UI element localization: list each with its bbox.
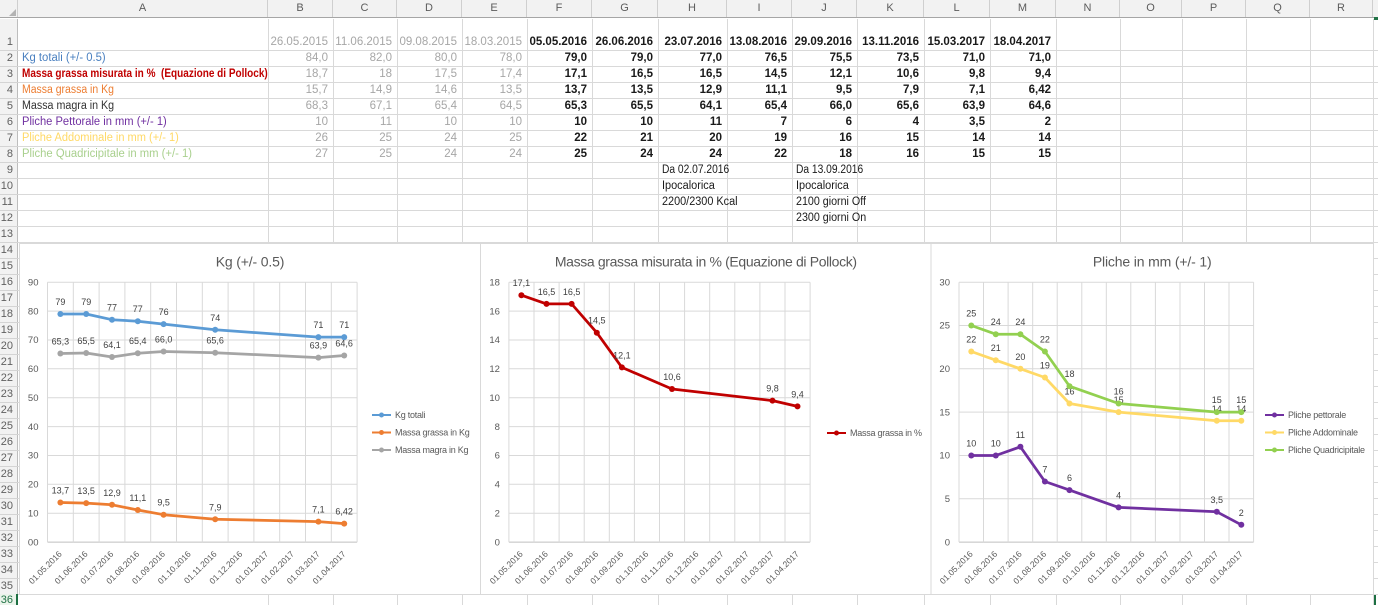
svg-text:77: 77 [107, 302, 117, 312]
svg-text:20: 20 [939, 364, 950, 375]
svg-text:20: 20 [1015, 351, 1025, 361]
svg-text:Massa grassa in %: Massa grassa in % [850, 428, 922, 438]
svg-text:7,1: 7,1 [312, 504, 325, 514]
svg-text:18: 18 [1064, 369, 1074, 379]
svg-text:30: 30 [939, 277, 950, 288]
svg-text:13,5: 13,5 [77, 486, 95, 496]
svg-text:65,3: 65,3 [52, 336, 70, 346]
svg-text:Massa magra in Kg: Massa magra in Kg [395, 445, 469, 455]
svg-text:4: 4 [1116, 490, 1121, 500]
svg-text:Kg (+/- 0.5): Kg (+/- 0.5) [216, 253, 285, 269]
svg-text:Pliche Quadricipitale: Pliche Quadricipitale [1288, 445, 1365, 455]
svg-text:30: 30 [28, 450, 39, 461]
svg-text:65,5: 65,5 [77, 336, 95, 346]
svg-text:15: 15 [939, 407, 950, 418]
svg-text:22: 22 [1040, 334, 1050, 344]
svg-text:16: 16 [1064, 386, 1074, 396]
svg-text:Pliche Addominale: Pliche Addominale [1288, 427, 1358, 437]
svg-text:10: 10 [966, 438, 976, 448]
svg-text:65,4: 65,4 [129, 336, 147, 346]
svg-text:60: 60 [28, 364, 39, 375]
svg-text:00: 00 [28, 537, 39, 548]
svg-text:14: 14 [1212, 403, 1222, 413]
svg-text:2: 2 [495, 508, 500, 519]
svg-text:63,9: 63,9 [310, 340, 328, 350]
svg-text:12,9: 12,9 [103, 487, 121, 497]
svg-text:14,5: 14,5 [588, 315, 606, 325]
svg-text:40: 40 [28, 421, 39, 432]
svg-text:22: 22 [966, 334, 976, 344]
svg-text:77: 77 [133, 304, 143, 314]
svg-text:Pliche in mm (+/- 1): Pliche in mm (+/- 1) [1093, 253, 1212, 269]
svg-text:0: 0 [945, 537, 950, 548]
svg-text:9,8: 9,8 [766, 383, 779, 393]
svg-text:18: 18 [489, 277, 500, 288]
svg-text:9,4: 9,4 [791, 389, 804, 399]
svg-text:11,1: 11,1 [129, 493, 146, 503]
svg-text:64,1: 64,1 [103, 340, 121, 350]
svg-text:25: 25 [966, 308, 976, 318]
svg-text:4: 4 [495, 479, 500, 490]
svg-text:10: 10 [991, 438, 1001, 448]
svg-text:16,5: 16,5 [538, 286, 556, 296]
svg-text:6: 6 [1067, 473, 1072, 483]
svg-text:17,1: 17,1 [513, 278, 531, 288]
svg-text:15: 15 [1236, 395, 1246, 405]
svg-text:7,9: 7,9 [209, 502, 222, 512]
svg-text:Massa grassa in Kg: Massa grassa in Kg [395, 427, 470, 437]
svg-text:10: 10 [939, 450, 950, 461]
svg-text:74: 74 [210, 312, 220, 322]
svg-text:65,6: 65,6 [206, 335, 224, 345]
svg-text:12,1: 12,1 [613, 350, 631, 360]
svg-text:14: 14 [1236, 403, 1246, 413]
svg-text:10: 10 [489, 392, 500, 403]
svg-text:10: 10 [28, 508, 39, 519]
svg-text:3,5: 3,5 [1211, 494, 1224, 504]
svg-text:Massa grassa misurata in % (Eq: Massa grassa misurata in % (Equazione di… [555, 253, 857, 269]
svg-text:21: 21 [991, 343, 1001, 353]
svg-text:13,7: 13,7 [52, 485, 70, 495]
svg-text:16,5: 16,5 [563, 286, 581, 296]
svg-text:71: 71 [339, 320, 349, 330]
svg-text:15: 15 [1212, 395, 1222, 405]
svg-text:10,6: 10,6 [663, 372, 681, 382]
svg-text:Pliche pettorale: Pliche pettorale [1288, 410, 1346, 420]
svg-text:71: 71 [313, 320, 323, 330]
svg-text:Kg totali: Kg totali [395, 410, 426, 420]
svg-text:5: 5 [945, 494, 950, 505]
svg-text:6,42: 6,42 [335, 506, 353, 516]
svg-text:90: 90 [28, 277, 39, 288]
svg-text:20: 20 [28, 479, 39, 490]
svg-text:24: 24 [991, 317, 1001, 327]
svg-text:15: 15 [1114, 395, 1124, 405]
svg-text:16: 16 [489, 306, 500, 317]
svg-text:8: 8 [495, 421, 500, 432]
svg-text:19: 19 [1040, 360, 1050, 370]
svg-text:12: 12 [489, 364, 500, 375]
svg-text:80: 80 [28, 306, 39, 317]
svg-text:11: 11 [1016, 429, 1025, 439]
svg-text:25: 25 [939, 320, 950, 331]
svg-text:70: 70 [28, 335, 39, 346]
svg-text:76: 76 [159, 307, 169, 317]
svg-text:7: 7 [1042, 464, 1047, 474]
svg-text:9,5: 9,5 [157, 497, 170, 507]
svg-text:2: 2 [1239, 507, 1244, 517]
svg-text:50: 50 [28, 392, 39, 403]
svg-text:24: 24 [1015, 317, 1025, 327]
svg-text:79: 79 [55, 297, 65, 307]
svg-text:16: 16 [1114, 386, 1124, 396]
svg-text:14: 14 [489, 335, 500, 346]
svg-text:0: 0 [495, 537, 500, 548]
svg-text:64,6: 64,6 [335, 338, 353, 348]
svg-text:79: 79 [81, 297, 91, 307]
svg-text:66,0: 66,0 [155, 334, 173, 344]
svg-text:6: 6 [495, 450, 500, 461]
